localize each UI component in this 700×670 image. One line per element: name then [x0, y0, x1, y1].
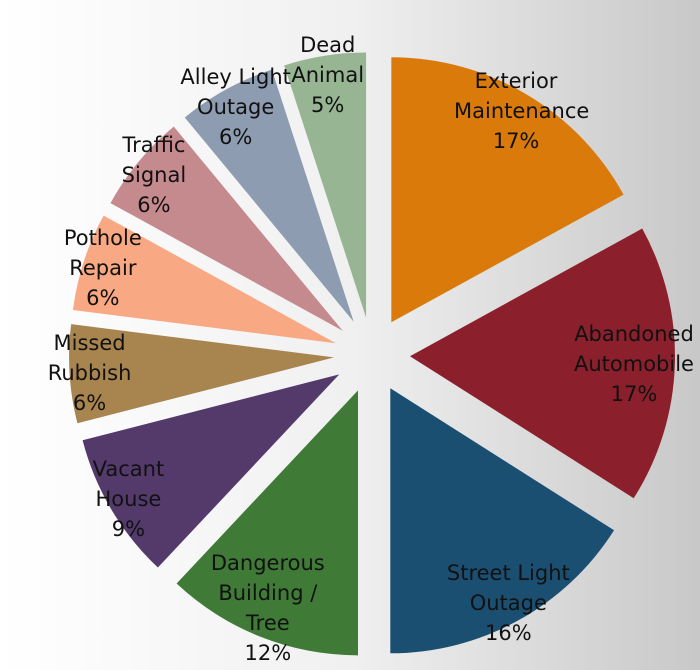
- value-label: 6%: [137, 192, 171, 217]
- pie-slice: [390, 388, 615, 654]
- slice-label: Traffic Signal 6%: [92, 130, 216, 220]
- slice-label: Street Light Outage 16%: [446, 558, 570, 648]
- category-label: Alley Light Outage: [180, 65, 291, 119]
- value-label: 17%: [492, 129, 540, 154]
- slice-label: Exterior Maintenance 17%: [454, 66, 590, 156]
- pie-slice: [82, 374, 340, 568]
- slice-label: Dangerous Building / Tree 12%: [206, 548, 330, 668]
- value-label: 6%: [218, 125, 253, 149]
- pie-slice: [284, 52, 367, 318]
- pie-slice: [72, 215, 336, 344]
- category-label: Abandoned Automobile: [574, 321, 694, 376]
- value-label: 5%: [311, 93, 345, 118]
- slice-label: Dead Animal 5%: [266, 30, 390, 120]
- slice-label: Missed Rubbish 6%: [28, 328, 152, 418]
- pie-slice: [391, 57, 624, 323]
- pie-slice: [69, 324, 335, 424]
- slice-label: Abandoned Automobile 17%: [572, 319, 696, 409]
- category-label: Exterior Maintenance: [454, 69, 590, 124]
- value-label: 16%: [484, 620, 532, 645]
- category-label: Missed Rubbish: [47, 330, 132, 385]
- pie-slice: [184, 69, 354, 322]
- pie-slice: [409, 228, 675, 499]
- slice-label: Vacant House 9%: [66, 454, 190, 544]
- category-label: Vacant House: [92, 457, 165, 512]
- slice-label: Alley Light Outage 6%: [174, 62, 298, 152]
- value-label: 12%: [244, 641, 292, 665]
- category-label: Dead Animal: [291, 33, 365, 88]
- value-label: 9%: [111, 517, 146, 542]
- category-label: Pothole Repair: [63, 225, 142, 280]
- slice-label: Pothole Repair 6%: [41, 223, 165, 313]
- value-label: 6%: [72, 390, 107, 415]
- value-label: 6%: [86, 285, 120, 310]
- value-label: 17%: [610, 381, 658, 406]
- category-label: Street Light Outage: [446, 560, 570, 615]
- category-label: Traffic Signal: [121, 132, 187, 187]
- pie-slice: [176, 390, 359, 656]
- category-label: Dangerous Building / Tree: [210, 551, 325, 635]
- pie-slice: [110, 126, 343, 331]
